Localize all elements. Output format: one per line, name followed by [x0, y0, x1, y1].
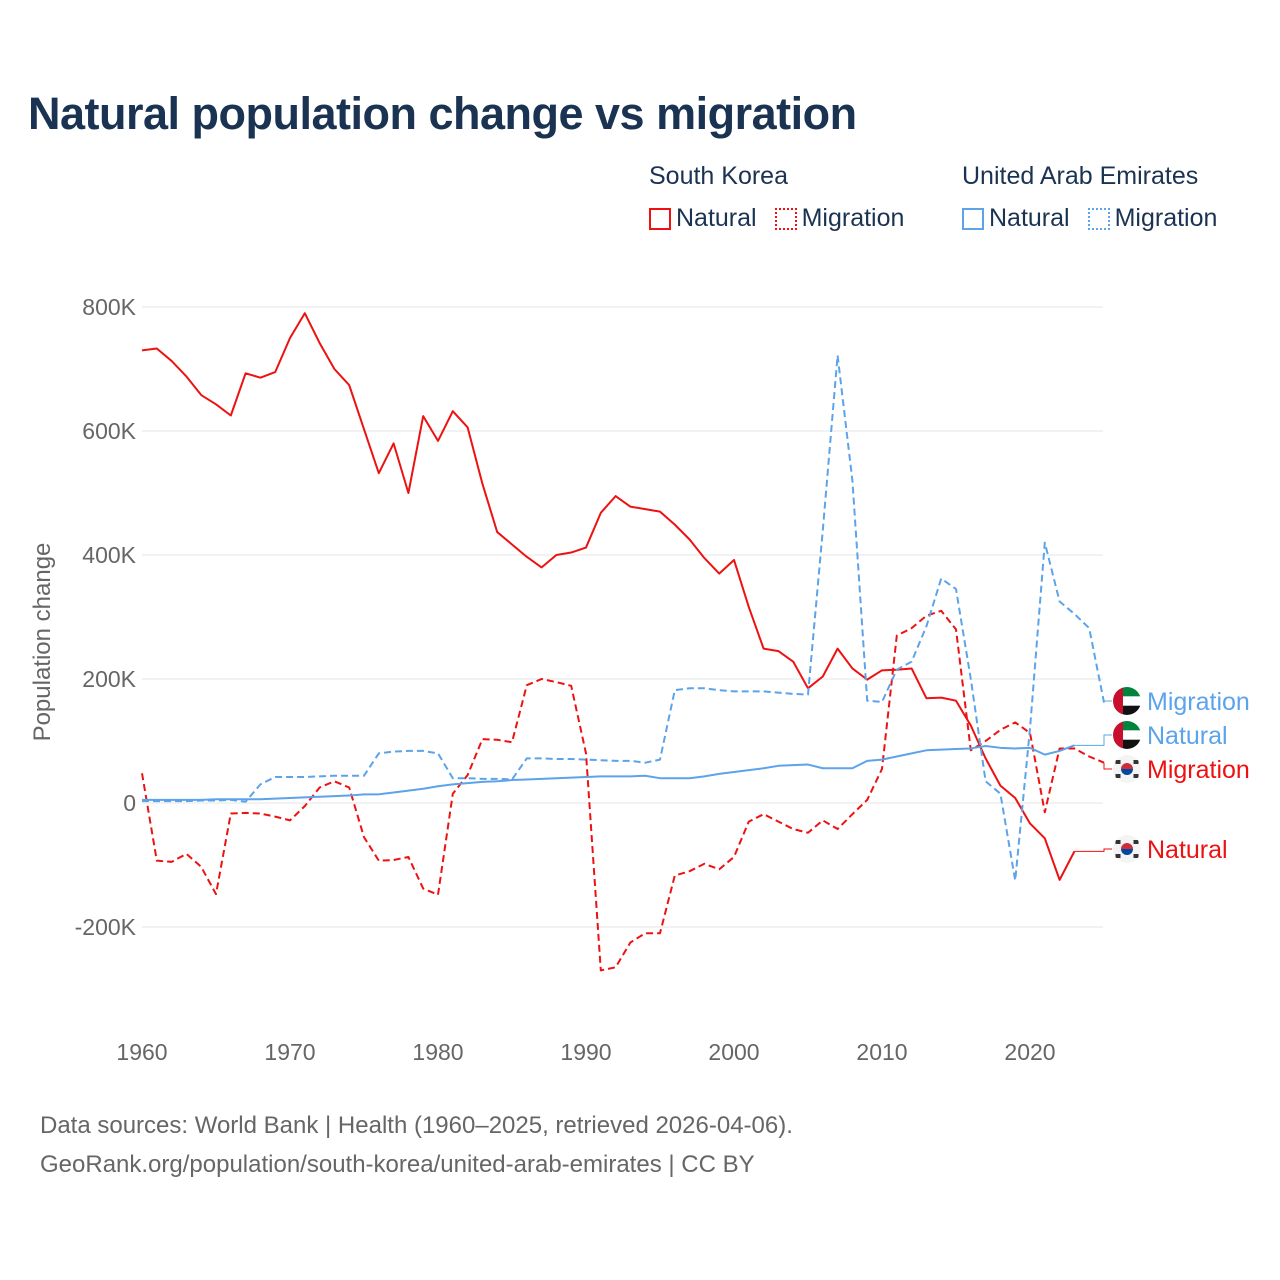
y-tick-label: 0 — [123, 790, 136, 816]
label-connector — [1074, 734, 1112, 746]
chart-title: Natural population change vs migration — [28, 88, 857, 139]
flag-body — [1113, 721, 1141, 749]
flag-taeguk-blue — [1121, 769, 1133, 775]
flag-red — [1113, 687, 1123, 715]
x-tick-label: 1970 — [264, 1039, 315, 1065]
x-tick-label: 1990 — [560, 1039, 611, 1065]
flag-trigram — [1133, 774, 1139, 778]
flag-black — [1113, 705, 1141, 715]
label-connector — [1103, 700, 1112, 703]
legend-swatch — [774, 207, 797, 230]
flag-taeguk-blue — [1121, 849, 1133, 855]
legend-item-south-korea-migration[interactable]: Migration — [774, 204, 905, 233]
end-label: Migration — [1147, 756, 1250, 784]
flag-trigram — [1133, 760, 1139, 764]
y-tick-label: 600K — [82, 418, 136, 444]
y-tick-label: 400K — [82, 542, 136, 568]
flag-green — [1113, 687, 1141, 697]
series-line-south-korea-natural — [141, 312, 1076, 881]
flag-trigram — [1115, 854, 1121, 858]
x-tick-label: 1980 — [412, 1039, 463, 1065]
legend-group-title: South Korea — [649, 162, 788, 190]
legend-swatch — [1087, 207, 1110, 230]
end-label: Migration — [1147, 688, 1250, 716]
series-line-united-arab-emirates-migration — [142, 354, 1105, 882]
flag-taeguk-red — [1121, 843, 1133, 849]
y-tick-label: -200K — [75, 914, 137, 940]
footer-url[interactable]: GeoRank.org/population/south-korea/unite… — [40, 1151, 755, 1178]
x-tick-label: 2020 — [1004, 1039, 1055, 1065]
y-axis-label: Population change — [29, 543, 56, 742]
flag-black — [1113, 739, 1141, 749]
footer: Data sources: World Bank | Health (1960–… — [40, 1106, 793, 1184]
legend-group-south-korea: South Korea Natural Migration — [649, 162, 904, 233]
flag-body — [1113, 835, 1141, 863]
flag-trigram — [1115, 774, 1121, 778]
legend-label: Migration — [1114, 204, 1218, 232]
south-korea-flag-icon — [1113, 835, 1141, 863]
footer-source: Data sources: World Bank | Health (1960–… — [40, 1112, 793, 1139]
flag-taeguk-red — [1121, 763, 1133, 769]
flag-trigram — [1115, 840, 1121, 844]
flag-trigram — [1115, 760, 1121, 764]
flag-white — [1113, 696, 1141, 706]
uae-flag-icon — [1113, 687, 1141, 715]
y-tick-label: 800K — [82, 294, 136, 320]
flag-body — [1113, 687, 1141, 715]
series-line-south-korea-migration — [141, 609, 1105, 972]
label-connector — [1103, 762, 1112, 770]
x-tick-label: 2000 — [708, 1039, 759, 1065]
legend-group-uae: United Arab Emirates Natural Migration — [962, 162, 1217, 233]
flag-body — [1113, 755, 1141, 783]
x-tick-label: 1960 — [116, 1039, 167, 1065]
legend-swatch — [649, 207, 671, 230]
legend-label: Natural — [989, 204, 1070, 232]
series-line-united-arab-emirates-natural — [142, 744, 1075, 801]
legend-item-uae-migration[interactable]: Migration — [1087, 204, 1218, 233]
legend-item-south-korea-natural[interactable]: Natural — [649, 204, 757, 233]
x-tick-label: 2010 — [856, 1039, 907, 1065]
flag-white — [1113, 730, 1141, 740]
flag-trigram — [1133, 854, 1139, 858]
end-label: Natural — [1147, 836, 1228, 864]
flag-red — [1113, 721, 1123, 749]
uae-flag-icon — [1113, 721, 1141, 749]
legend-swatch — [962, 207, 984, 230]
south-korea-flag-icon — [1113, 755, 1141, 783]
flag-green — [1113, 721, 1141, 731]
flag-trigram — [1133, 840, 1139, 844]
y-tick-label: 200K — [82, 666, 136, 692]
legend-label: Natural — [676, 204, 757, 232]
label-connector — [1074, 848, 1112, 852]
legend-item-uae-natural[interactable]: Natural — [962, 204, 1070, 233]
legend-group-title: United Arab Emirates — [962, 162, 1199, 190]
legend-label: Migration — [801, 204, 905, 232]
end-label: Natural — [1147, 722, 1228, 750]
